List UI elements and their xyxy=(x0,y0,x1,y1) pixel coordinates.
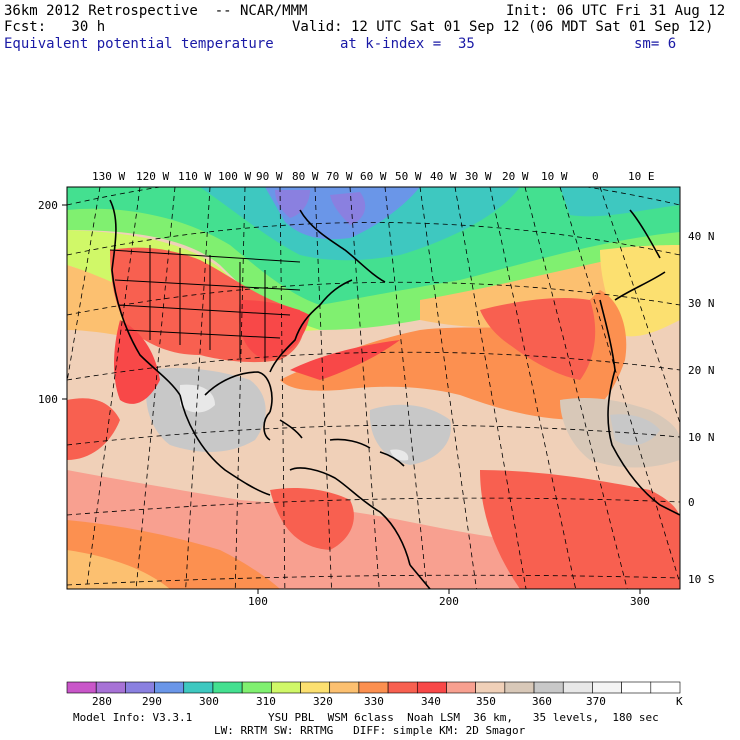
colorbar-swatch xyxy=(416,681,447,694)
colorbar-swatch xyxy=(650,681,681,694)
colorbar-label: 340 xyxy=(421,695,441,708)
valid-time: Valid: 12 UTC Sat 01 Sep 12 (06 MDT Sat … xyxy=(292,19,714,35)
colorbar-swatch xyxy=(183,681,214,694)
colorbar-label: 370 xyxy=(586,695,606,708)
lon-label: 90 W xyxy=(256,170,283,183)
grid-y-label: 200 xyxy=(38,199,58,212)
colorbar-swatch xyxy=(446,681,476,694)
grid-x-label: 100 xyxy=(248,595,268,608)
state-borders xyxy=(109,245,301,362)
colorbar-swatch xyxy=(66,681,97,694)
longitude-labels: 130 W 120 W 110 W 100 W 90 W 80 W 70 W 6… xyxy=(92,170,655,183)
lat-label: 0 xyxy=(688,496,695,509)
colorbar-labels: 280 290 300 310 320 330 340 350 360 370 … xyxy=(92,695,683,708)
colorbar-label: 320 xyxy=(313,695,333,708)
colorbar xyxy=(66,681,681,694)
lat-label: 10 N xyxy=(688,431,715,444)
colorbar-swatch xyxy=(95,681,126,694)
colorbar-swatch xyxy=(212,681,243,694)
colorbar-swatch xyxy=(621,681,652,694)
level-info: at k-index = 35 xyxy=(340,36,475,52)
colorbar-swatch xyxy=(504,681,535,694)
physics-info: YSU PBL WSM 6class Noah LSM 36 km, 35 le… xyxy=(268,711,659,724)
forecast-hour: Fcst: 30 h xyxy=(4,19,106,35)
lat-label: 30 N xyxy=(688,297,715,310)
init-time: Init: 06 UTC Fri 31 Aug 12 xyxy=(506,3,726,19)
lat-label: 10 S xyxy=(688,573,715,586)
latlon-grid xyxy=(67,187,680,589)
grid-y-label: 100 xyxy=(38,393,58,406)
colorbar-swatch xyxy=(592,681,622,694)
lon-label: 120 W xyxy=(136,170,169,183)
theta-e-field xyxy=(67,187,680,589)
lon-label: 110 W xyxy=(178,170,211,183)
grid-x-label: 300 xyxy=(630,595,650,608)
colorbar-label: 350 xyxy=(476,695,496,708)
colorbar-swatch xyxy=(154,681,185,694)
colorbar-swatch xyxy=(300,681,331,694)
colorbar-swatch xyxy=(533,681,564,694)
colorbar-swatch xyxy=(241,681,272,694)
colorbar-swatch xyxy=(125,681,155,694)
colorbar-swatch xyxy=(271,681,301,694)
lon-label: 130 W xyxy=(92,170,125,183)
lon-label: 10 W xyxy=(541,170,568,183)
lon-label: 70 W xyxy=(326,170,353,183)
colorbar-swatch xyxy=(387,681,418,694)
lon-label: 100 W xyxy=(218,170,251,183)
colorbar-label: 310 xyxy=(256,695,276,708)
latitude-labels: 40 N 30 N 20 N 10 N 0 10 S xyxy=(688,230,715,586)
lon-label: 0 xyxy=(592,170,599,183)
lon-label: 50 W xyxy=(395,170,422,183)
field-name: Equivalent potential temperature xyxy=(4,36,274,52)
colorbar-swatch xyxy=(475,681,506,694)
colorbar-swatch xyxy=(562,681,593,694)
lat-label: 40 N xyxy=(688,230,715,243)
lon-label: 60 W xyxy=(360,170,387,183)
plot-frame xyxy=(66,186,681,590)
lon-label: 20 W xyxy=(502,170,529,183)
lat-label: 20 N xyxy=(688,364,715,377)
smoothing-info: sm= 6 xyxy=(634,36,677,52)
colorbar-label: 300 xyxy=(199,695,219,708)
lon-label: 80 W xyxy=(292,170,319,183)
colorbar-label: 330 xyxy=(364,695,384,708)
colorbar-label: 290 xyxy=(142,695,162,708)
model-title: 36km 2012 Retrospective -- NCAR/MMM xyxy=(4,3,308,19)
lon-label: 10 E xyxy=(628,170,655,183)
radiation-info: LW: RRTM SW: RRTMG DIFF: simple KM: 2D S… xyxy=(214,724,526,737)
grid-x-label: 200 xyxy=(439,595,459,608)
model-info: Model Info: V3.3.1 xyxy=(73,711,193,724)
lon-label: 40 W xyxy=(430,170,457,183)
lon-label: 30 W xyxy=(465,170,492,183)
colorbar-unit: K xyxy=(676,695,683,708)
colorbar-label: 280 xyxy=(92,695,112,708)
colorbar-swatch xyxy=(329,681,360,694)
grid-index-labels: 200 100 100 200 300 xyxy=(38,199,650,608)
colorbar-swatch xyxy=(358,681,389,694)
coastlines xyxy=(109,199,680,589)
colorbar-label: 360 xyxy=(532,695,552,708)
